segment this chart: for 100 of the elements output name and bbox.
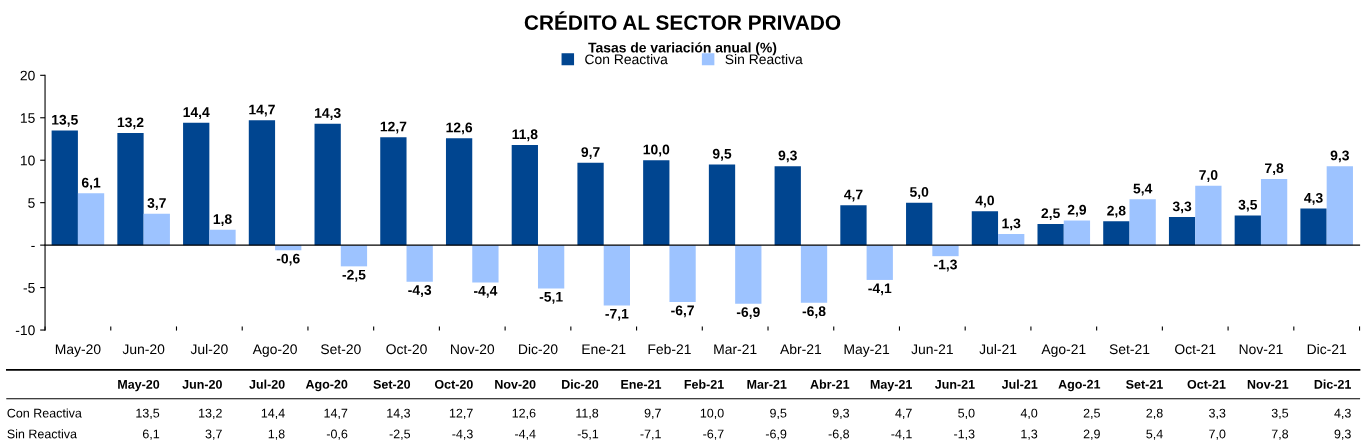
x-tick-label: Ago-20 <box>252 344 297 357</box>
category-label: Jul-21 <box>1001 379 1038 389</box>
data-label: -7,1 <box>605 308 629 321</box>
data-label: 6,1 <box>81 177 101 190</box>
category-label: Ago-20 <box>305 379 348 392</box>
data-label: -4,4 <box>473 286 498 298</box>
text: 3,7 <box>205 429 222 440</box>
x-tick-label: Dic-21 <box>1307 343 1347 355</box>
text: 9,3 <box>1334 429 1351 440</box>
text: -4,1 <box>891 429 912 440</box>
data-label: 1,8 <box>213 214 232 227</box>
text: 14,3 <box>387 408 411 420</box>
text: -6,9 <box>765 429 787 440</box>
data-label: 3,7 <box>147 198 166 210</box>
x-tick-label: May-20 <box>55 344 101 357</box>
data-label: 5,0 <box>909 187 929 199</box>
x-tick-label: Nov-20 <box>451 344 495 355</box>
data-label: 2,5 <box>1041 208 1060 221</box>
text: 5,0 <box>958 408 975 420</box>
text: 13,5 <box>136 408 160 420</box>
category-label: Feb-21 <box>684 379 724 389</box>
category-label: Ago-21 <box>1058 379 1101 392</box>
x-tick-label: Ago-21 <box>1041 344 1086 357</box>
x-tick-label: Oct-21 <box>1175 344 1216 355</box>
y-tick-label: 5 <box>28 198 35 208</box>
text: 1,3 <box>1021 429 1038 440</box>
data-label: -0,6 <box>276 253 300 266</box>
text: 4,0 <box>1020 408 1038 420</box>
data-label: 10,0 <box>643 144 670 157</box>
x-tick-label: May-21 <box>844 344 890 357</box>
data-label: 5,4 <box>1133 183 1153 196</box>
x-tick-label: Jun-21 <box>911 344 953 355</box>
x-tick-label: Jun-20 <box>122 344 165 355</box>
text: 9,5 <box>770 408 787 420</box>
text: 14,7 <box>324 408 348 420</box>
data-label: -4,3 <box>408 285 432 297</box>
chart-title: CRÉDITO AL SECTOR PRIVADO <box>524 11 841 30</box>
category-label: Nov-20 <box>495 379 536 389</box>
x-tick-label: Dic-20 <box>519 343 558 355</box>
text: -6,7 <box>703 429 724 440</box>
text: -4,4 <box>515 429 536 440</box>
x-tick-label: Feb-21 <box>648 343 691 355</box>
data-label: 4,7 <box>844 189 863 202</box>
x-tick-label: Set-21 <box>1109 344 1150 355</box>
text: 3,3 <box>1209 408 1226 420</box>
x-tick-label: Nov-21 <box>1239 344 1283 355</box>
category-label: Abr-21 <box>810 379 850 389</box>
data-label: 2,9 <box>1067 204 1087 217</box>
text: 12,6 <box>512 408 536 420</box>
x-tick-label: Abr-21 <box>780 343 822 355</box>
y-tick-label: -10 <box>15 325 35 336</box>
data-label: -6,7 <box>671 305 694 318</box>
text: 2,9 <box>1083 429 1100 440</box>
data-label: -6,8 <box>802 306 826 319</box>
text: -6,8 <box>828 429 850 440</box>
text: 5,4 <box>1146 429 1163 440</box>
text: 9,3 <box>832 408 850 420</box>
data-label: 4,3 <box>1304 192 1323 205</box>
data-label: 9,3 <box>1330 150 1349 163</box>
x-tick-label: Ene-21 <box>582 344 626 355</box>
text: 4,7 <box>895 408 912 420</box>
data-label: 13,2 <box>117 117 144 130</box>
text: 12,7 <box>449 408 473 420</box>
y-tick-label: 10 <box>20 155 35 166</box>
text: 3,5 <box>1271 408 1289 420</box>
category-label: Jun-21 <box>934 379 975 389</box>
text: -4,3 <box>452 429 473 440</box>
data-label: 13,5 <box>52 114 78 127</box>
data-label: 4,0 <box>975 195 994 208</box>
text: -5,1 <box>577 429 599 440</box>
x-tick-label: Set-20 <box>320 344 361 355</box>
text: 1,8 <box>268 429 285 440</box>
data-label: 9,5 <box>712 148 732 161</box>
data-label: -2,5 <box>342 269 366 282</box>
data-label: 12,6 <box>446 122 473 135</box>
category-label: Jun-20 <box>182 379 222 389</box>
text: 9,7 <box>644 408 661 420</box>
data-label: -6,9 <box>736 307 760 319</box>
x-tick-label: Oct-20 <box>386 344 427 355</box>
category-label: Oct-21 <box>1187 379 1226 389</box>
x-tick-label: Jul-21 <box>979 343 1017 355</box>
text: -7,1 <box>640 429 661 440</box>
data-label: 3,3 <box>1172 201 1192 214</box>
text: 7,8 <box>1271 429 1289 440</box>
text: 13,2 <box>199 408 222 420</box>
data-label: 1,3 <box>1002 218 1021 231</box>
text: 2,5 <box>1083 408 1100 420</box>
category-label: Nov-21 <box>1247 379 1289 389</box>
text: 2,8 <box>1146 408 1163 420</box>
x-tick-label: Mar-21 <box>714 344 757 355</box>
data-label: -1,3 <box>934 259 957 272</box>
y-tick-label: 20 <box>20 70 35 81</box>
text: 7,0 <box>1209 429 1226 440</box>
x-tick-label: Jul-20 <box>190 343 228 355</box>
data-label: 2,8 <box>1107 205 1126 218</box>
text: -1,3 <box>954 429 975 440</box>
text: -2,5 <box>389 429 411 440</box>
text: 6,1 <box>142 429 160 440</box>
data-label: 3,5 <box>1238 199 1258 212</box>
category-label: Set-21 <box>1126 379 1163 389</box>
